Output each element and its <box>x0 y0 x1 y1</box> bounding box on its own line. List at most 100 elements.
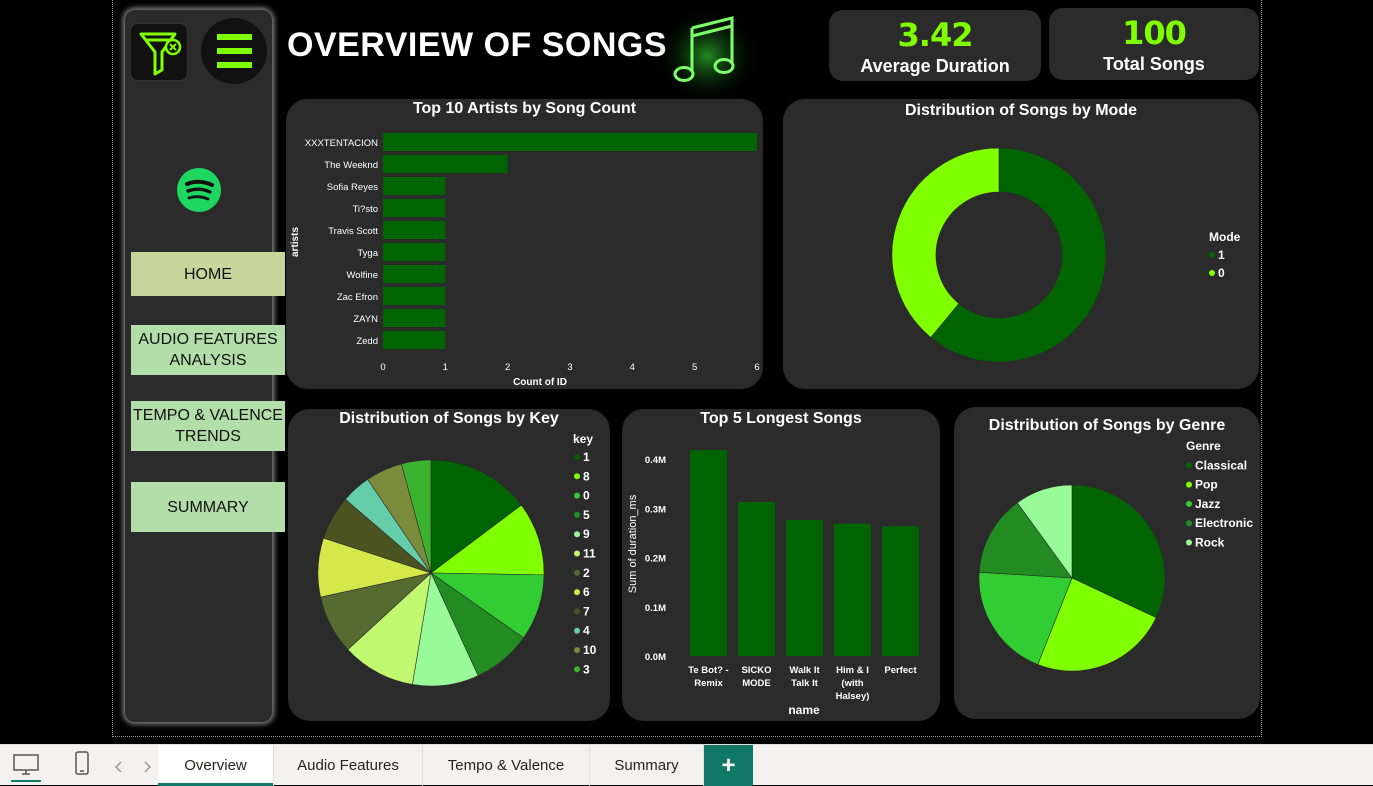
mode-chart-panel: Distribution of Songs by Mode Mode 1 0 <box>783 99 1259 389</box>
spotify-logo-icon <box>177 168 221 212</box>
artists-chart-panel: Top 10 Artists by Song Count XXXTENTACIO… <box>286 99 763 389</box>
artist-label-9: Zedd <box>356 336 378 347</box>
artist-yaxis-label: artists <box>290 227 301 257</box>
artist-label-0: XXXTENTACION <box>305 138 378 149</box>
artist-bar-5 <box>383 243 446 261</box>
mode-legend-label-0: 0 <box>1218 266 1225 280</box>
nav-audio-features-label-line2: ANALYSIS <box>169 352 247 369</box>
nav-tempo-valence-label-line2: TRENDS <box>175 428 241 445</box>
nav-tempo-valence-button[interactable]: TEMPO & VALENCE TRENDS <box>131 401 285 451</box>
genre-slice-Jazz <box>978 571 1073 665</box>
artist-xtick-4: 4 <box>630 362 635 373</box>
genre-chart-title: Distribution of Songs by Genre <box>988 417 1226 434</box>
genre-slice-Electronic <box>978 502 1073 579</box>
key-legend-label-6: 6 <box>583 585 590 599</box>
key-legend-label-3: 3 <box>583 662 590 676</box>
mode-slice-0 <box>891 147 1000 338</box>
tab-summary[interactable]: Summary <box>590 745 704 786</box>
longest-bar-4 <box>882 526 919 656</box>
genre-legend-marker-Electronic <box>1186 520 1192 527</box>
tab-audio-features[interactable]: Audio Features <box>274 745 423 786</box>
longest-songs-chart-title: Top 5 Longest Songs <box>700 410 862 427</box>
longest-bar-2 <box>786 519 823 656</box>
mode-legend-title: Mode <box>1209 230 1241 244</box>
artist-bar-9 <box>383 331 446 349</box>
key-legend-marker-4 <box>574 627 580 634</box>
mode-legend-label-1: 1 <box>1218 248 1225 262</box>
key-legend-label-9: 9 <box>583 527 590 541</box>
nav-tempo-valence-label-line1: TEMPO & VALENCE <box>133 407 283 424</box>
add-page-button[interactable]: + <box>704 745 753 786</box>
kpi-total-songs: 100 Total Songs <box>1049 8 1259 80</box>
key-legend-marker-9 <box>574 531 580 538</box>
page-title: OVERVIEW OF SONGS <box>287 26 668 64</box>
kpi-total-songs-value: 100 <box>1122 14 1187 52</box>
mode-donut-chart: Mode 1 0 <box>891 147 1241 363</box>
nav-home-button[interactable]: HOME <box>131 252 285 296</box>
nav-summary-button[interactable]: SUMMARY <box>131 482 285 532</box>
longest-xlabel-3-line-0: Him & I <box>836 665 869 676</box>
desktop-view-underline <box>11 780 41 782</box>
artist-bar-0 <box>383 133 757 151</box>
artists-bar-chart: XXXTENTACION The Weeknd Sofia Reyes Ti?sto T… <box>290 133 760 388</box>
genre-legend-label-Electronic: Electronic <box>1195 516 1253 530</box>
key-legend-marker-2 <box>574 569 580 576</box>
key-legend-label-1: 1 <box>583 450 590 464</box>
key-legend-marker-7 <box>574 608 580 615</box>
artist-bar-6 <box>383 265 446 283</box>
key-legend-marker-0 <box>574 492 580 499</box>
kpi-average-duration-value: 3.42 <box>897 16 974 54</box>
key-legend-marker-11 <box>574 550 580 557</box>
hamburger-menu-button[interactable] <box>201 18 267 84</box>
next-page-icon[interactable] <box>141 760 153 774</box>
key-legend-label-8: 8 <box>583 469 590 483</box>
key-legend-label-2: 2 <box>583 566 590 580</box>
genre-legend-marker-Jazz <box>1186 500 1192 507</box>
key-legend-marker-5 <box>574 511 580 518</box>
artist-label-6: Wolfine <box>346 270 378 281</box>
genre-slice-Classical <box>1071 484 1166 618</box>
prev-page-icon[interactable] <box>113 760 125 774</box>
filter-clear-icon <box>139 32 182 76</box>
longest-bar-0 <box>690 450 727 656</box>
longest-xlabel-0-line-0: Te Bot? - <box>688 665 728 676</box>
artist-label-2: Sofia Reyes <box>327 182 378 193</box>
tab-tempo-valence[interactable]: Tempo & Valence <box>423 745 590 786</box>
key-legend-marker-3 <box>574 666 580 673</box>
canvas-border <box>112 0 1262 737</box>
artist-xtick-5: 5 <box>692 362 697 373</box>
artist-xtick-0: 0 <box>380 362 385 373</box>
key-slice-3 <box>401 459 432 574</box>
artist-label-8: ZAYN <box>353 314 378 325</box>
key-legend-label-7: 7 <box>583 604 590 618</box>
genre-legend-label-Classical: Classical <box>1195 458 1247 472</box>
nav-summary-label: SUMMARY <box>167 498 249 516</box>
key-legend-marker-1 <box>574 454 580 460</box>
mobile-view-icon[interactable] <box>67 749 97 779</box>
longest-bar-3 <box>834 523 871 656</box>
key-legend-label-11: 11 <box>583 547 596 561</box>
longest-ytick-0: 0.0M <box>645 652 666 663</box>
longest-xlabel-3-line-2: Halsey) <box>836 691 870 702</box>
longest-songs-bar-chart: Te Bot? - Remix SICKO MODE Walk It Talk It Him… <box>627 450 919 717</box>
genre-slice-Pop <box>1037 577 1157 672</box>
artist-label-3: Ti?sto <box>352 204 378 215</box>
artist-label-5: Tyga <box>357 248 378 259</box>
nav-audio-features-label-line1: AUDIO FEATURES <box>138 331 278 348</box>
filter-clear-button[interactable] <box>130 23 188 81</box>
longest-yaxis-label: Sum of duration_ms <box>627 494 639 593</box>
tab-overview[interactable]: Overview <box>158 745 274 786</box>
kpi-average-duration-label: Average Duration <box>860 56 1010 76</box>
tab-audio-features-label: Audio Features <box>297 757 399 774</box>
artist-bar-4 <box>383 221 446 239</box>
nav-audio-features-button[interactable]: AUDIO FEATURES ANALYSIS <box>131 325 285 375</box>
longest-ytick-1: 0.1M <box>645 603 666 614</box>
mode-slice-1 <box>930 147 1107 363</box>
tab-tempo-valence-label: Tempo & Valence <box>447 757 565 774</box>
genre-legend-label-Jazz: Jazz <box>1195 497 1220 511</box>
artist-bar-2 <box>383 177 446 195</box>
desktop-view-icon[interactable] <box>11 750 41 780</box>
key-legend-marker-10 <box>574 647 580 653</box>
genre-legend-marker-Classical <box>1186 462 1192 469</box>
